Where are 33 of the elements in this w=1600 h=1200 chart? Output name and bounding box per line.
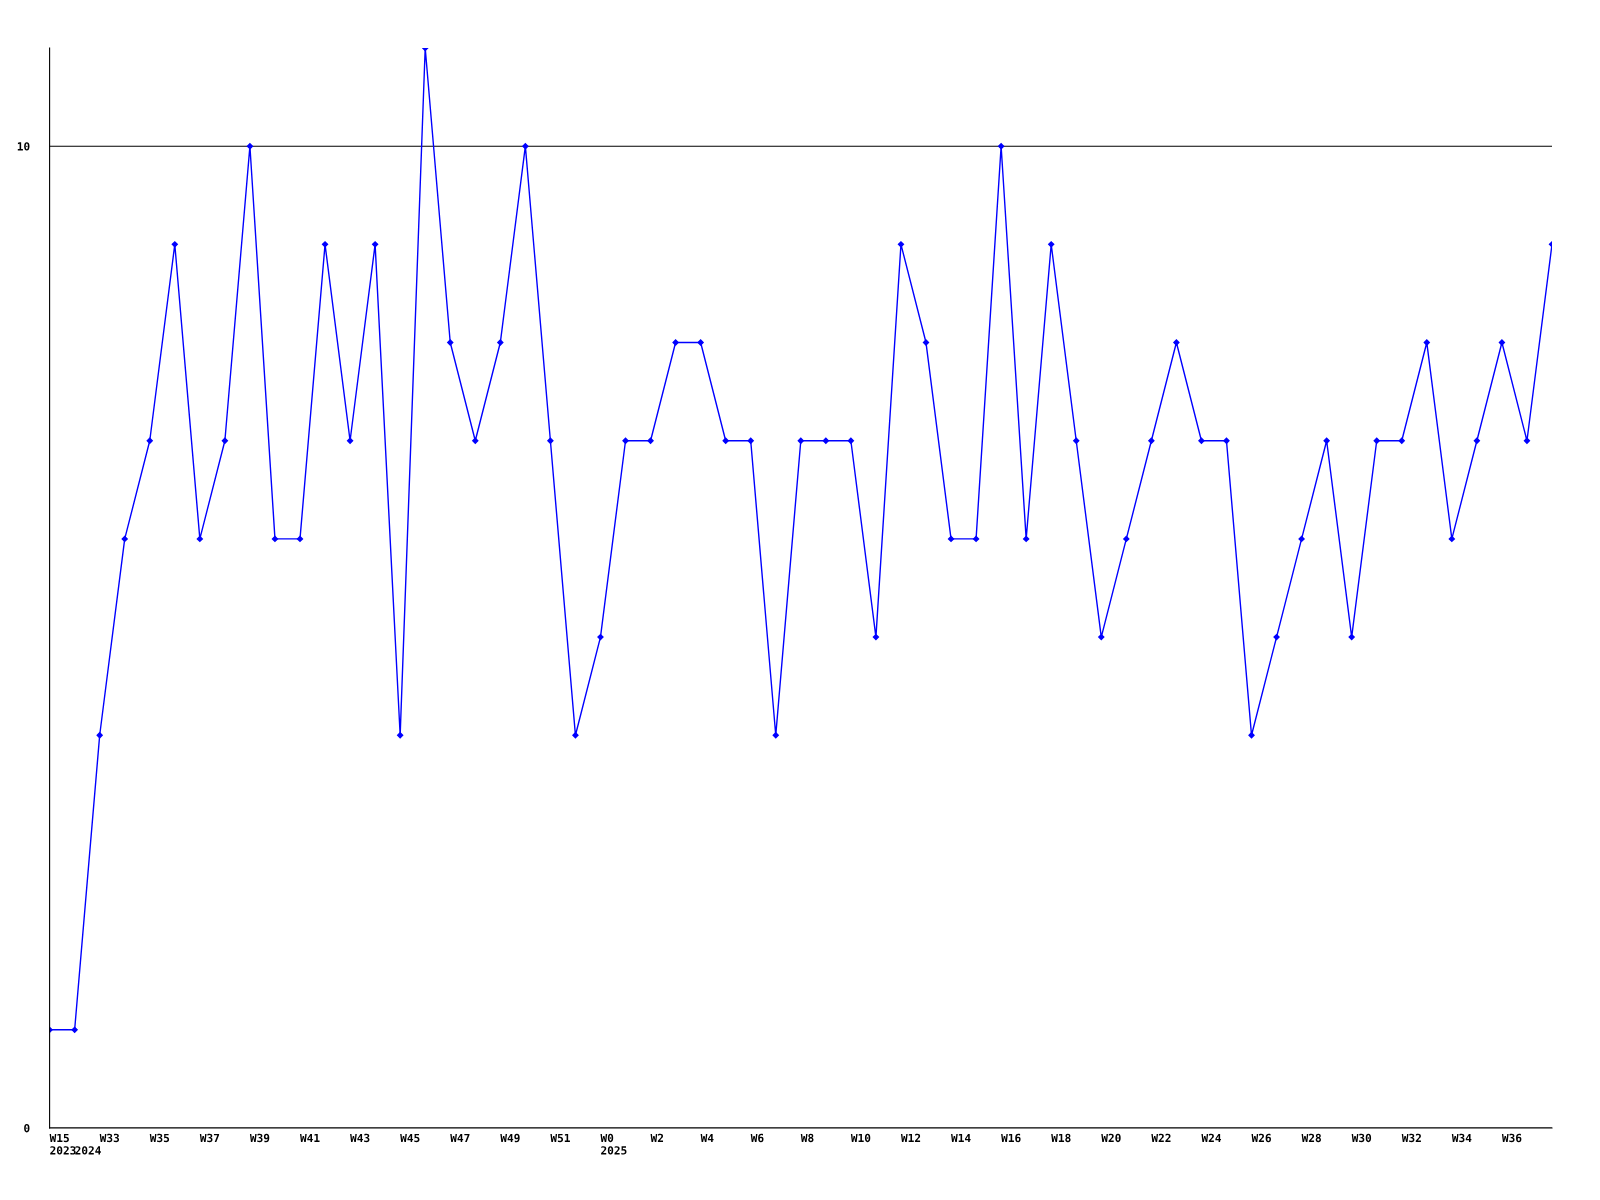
x-tick-label: W37	[199, 1133, 220, 1143]
x-tick-label: W26	[1251, 1133, 1271, 1143]
x-tick-label: W41	[300, 1133, 320, 1142]
x-tick-label: W45	[400, 1133, 420, 1143]
x-tick-label: W8	[800, 1133, 814, 1143]
x-tick-label: W20	[1101, 1133, 1121, 1143]
x-tick-label: W51	[550, 1133, 570, 1143]
x-tick-label: W10	[850, 1133, 871, 1143]
x-tick-label: W35	[149, 1133, 170, 1143]
x-tick-label: W15 2023	[49, 1133, 76, 1155]
x-tick-label: W18	[1051, 1133, 1071, 1143]
x-tick-label: W2	[650, 1133, 664, 1142]
y-tick-label: 0	[24, 1123, 30, 1133]
x-tick-label: 2024	[75, 1146, 101, 1155]
x-tick-label: W39	[249, 1133, 270, 1143]
x-tick-label: W30	[1351, 1133, 1372, 1143]
x-tick-label: W32	[1401, 1133, 1421, 1143]
x-tick-label: W4	[700, 1133, 714, 1142]
x-tick-label: W14	[951, 1133, 971, 1142]
x-tick-label: W6	[750, 1133, 764, 1143]
x-tick-label: W22	[1151, 1133, 1171, 1142]
x-tick-label: W33	[99, 1133, 120, 1143]
x-tick-label: W12	[900, 1133, 921, 1142]
x-tick-label: W34	[1451, 1133, 1472, 1143]
x-tick-label: W49	[500, 1133, 520, 1143]
y-tick-label: 10	[17, 142, 30, 151]
x-tick-label: W43	[350, 1133, 370, 1143]
x-tick-label: W36	[1501, 1133, 1522, 1143]
x-tick-label: W28	[1301, 1133, 1321, 1143]
x-tick-label: W24	[1201, 1133, 1222, 1142]
x-tick-label: W47	[450, 1133, 470, 1142]
x-tick-label: W0 2025	[600, 1133, 627, 1155]
x-tick-label: W16	[1001, 1133, 1021, 1143]
